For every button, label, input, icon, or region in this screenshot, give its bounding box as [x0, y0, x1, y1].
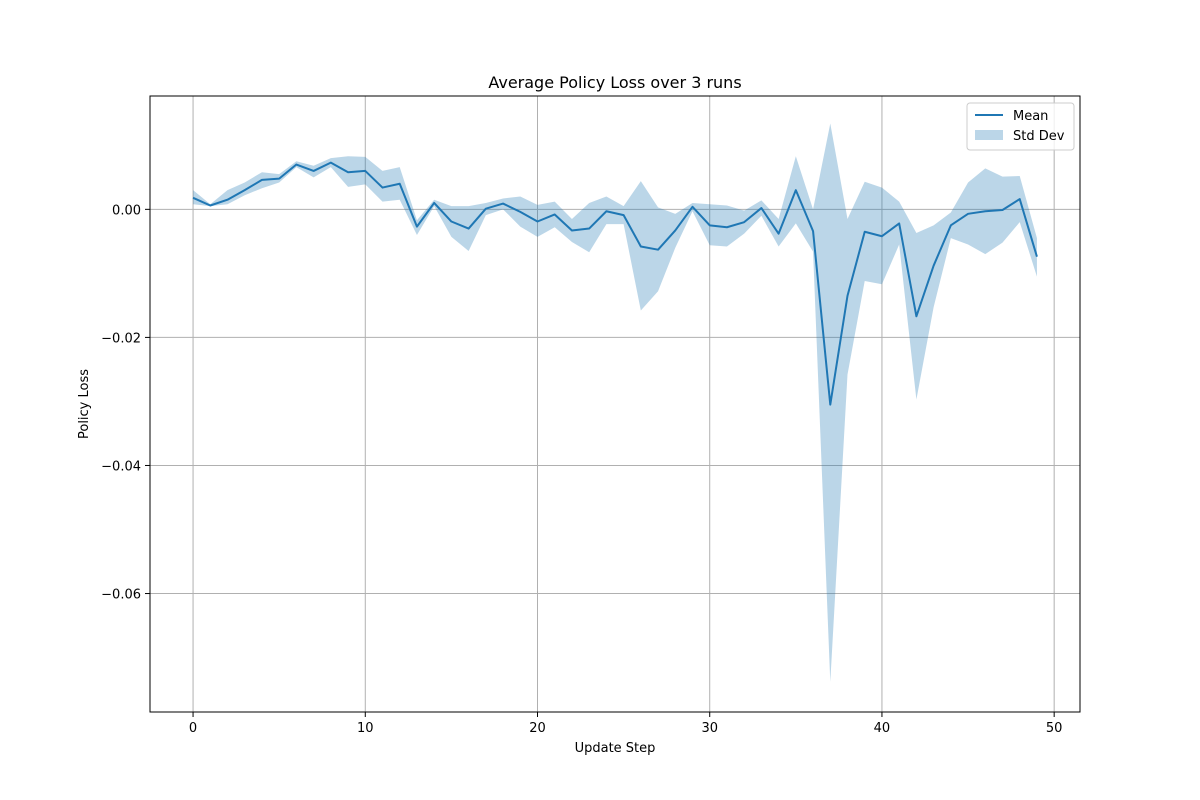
y-tick-label: −0.04: [101, 459, 141, 474]
chart-title: Average Policy Loss over 3 runs: [488, 73, 741, 92]
x-tick-label: 10: [357, 721, 374, 736]
y-tick-label: 0.00: [112, 203, 141, 218]
legend: Mean Std Dev: [966, 102, 1075, 151]
legend-std-label: Std Dev: [1013, 129, 1065, 144]
legend-mean-label: Mean: [1013, 109, 1048, 124]
x-tick-label: 40: [874, 721, 891, 736]
x-tick-label: 30: [701, 721, 718, 736]
y-tick-label: −0.06: [101, 588, 141, 603]
grid: [150, 96, 1080, 712]
y-tick-label: −0.02: [101, 331, 141, 346]
x-tick-label: 20: [529, 721, 546, 736]
y-axis: −0.06 −0.04 −0.02 0.00: [101, 203, 150, 603]
std-dev-band: [193, 123, 1037, 682]
plot-frame: [149, 95, 1081, 713]
x-tick-label: 0: [189, 721, 197, 736]
x-tick-label: 50: [1046, 721, 1063, 736]
x-axis: 0 10 20 30 40 50: [189, 712, 1063, 736]
legend-std-swatch: [975, 130, 1003, 140]
x-axis-label: Update Step: [575, 741, 656, 756]
mean-line: [192, 161, 1038, 406]
y-axis-label: Policy Loss: [77, 369, 92, 439]
